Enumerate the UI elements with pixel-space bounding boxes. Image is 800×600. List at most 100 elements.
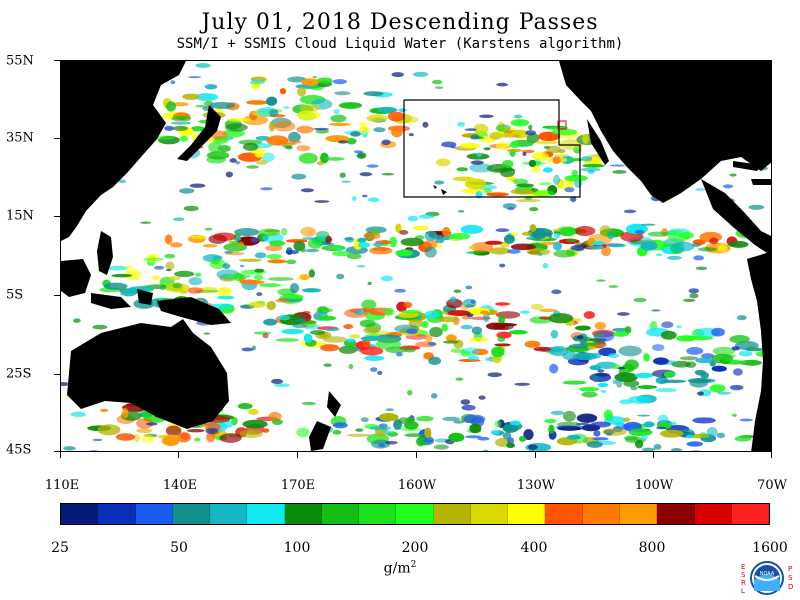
cloud-speck [508,325,513,330]
cloud-speck [381,430,395,434]
cloud-patch [743,359,761,366]
cloud-speck [457,210,465,213]
cloud-speck [321,242,335,246]
cloud-speck [581,391,598,398]
legend-swatch [135,504,173,524]
cloud-speck [356,265,366,268]
cloud-patch [217,286,232,297]
cloud-patch [590,421,612,428]
cloud-speck [617,312,630,316]
cloud-speck [564,187,575,193]
cloud-speck [466,313,474,318]
cloud-patch [630,386,638,391]
cloud-patch [395,223,402,233]
cloud-speck [164,125,175,131]
cloud-patch [349,334,361,339]
cloud-speck [581,155,593,162]
cloud-speck [570,196,577,203]
cloud-patch [706,426,718,438]
cloud-speck [339,172,346,178]
lat-tick [54,216,60,217]
cloud-patch [433,444,449,450]
map-title: July 01, 2018 Descending Passes [201,10,599,35]
cloud-patch [202,244,218,248]
cloud-patch [567,158,584,162]
cloud-patch [734,436,752,442]
cloud-patch [308,269,315,278]
cloud-patch [111,273,133,278]
lon-tick [60,452,61,458]
cloud-speck [73,318,81,323]
map-frame [60,60,772,452]
cloud-speck [92,438,103,442]
cloud-speck [736,315,747,321]
cloud-speck [655,253,663,257]
cloud-patch [320,344,340,352]
cloud-patch [660,330,677,340]
cloud-patch [261,152,275,162]
cloud-speck [418,214,435,219]
cloud-speck [173,217,185,222]
cloud-patch [378,413,399,422]
cloud-patch [333,108,340,115]
cloud-speck [542,262,549,269]
cloud-patch [325,157,345,161]
cloud-patch [338,345,358,354]
cloud-speck [92,324,108,330]
cloud-patch [412,225,429,231]
cloud-patch [595,372,610,377]
cloud-speck [434,180,445,185]
cloud-speck [353,150,364,154]
cloud-speck [617,367,626,370]
cloud-speck [378,443,386,448]
lon-label-140e: 140E [162,478,198,493]
cloud-patch [428,356,441,366]
cloud-speck [640,223,656,226]
cloud-patch [521,231,533,236]
cloud-patch [157,297,164,301]
cloud-patch [298,152,318,164]
cloud-patch [100,408,109,412]
legend-swatch [508,504,546,524]
cloud-patch [258,228,281,237]
cloud-patch [510,119,530,127]
logo-letter-d: D [788,583,793,591]
cloud-patch [605,231,622,236]
cloud-speck [348,363,354,370]
cloud-patch [346,338,356,343]
cloud-patch [508,330,528,335]
cloud-patch [103,282,128,290]
cloud-patch [477,436,490,441]
cloud-speck [543,145,551,149]
cloud-patch [357,242,370,249]
legend-swatch [359,504,397,524]
cloud-patch [498,315,506,325]
cloud-patch [628,395,651,404]
cloud-patch [634,372,654,378]
cloud-speck [528,444,538,450]
cloud-patch [549,363,559,374]
hawaii-islands [433,185,447,195]
lat-tick [54,374,60,375]
cloud-speck [575,422,590,426]
cloud-patch [613,331,629,337]
cloud-speck [241,347,254,352]
cloud-speck [525,130,537,136]
cloud-patch [494,420,502,428]
logo-letter-r: R [741,579,746,587]
cloud-speck [460,399,471,405]
cloud-speck [433,235,445,241]
cloud-patch [592,437,609,441]
cloud-patch [212,232,237,241]
cloud-patch [564,174,588,182]
cloud-patch [538,308,558,313]
cloud-speck [406,328,418,335]
cloud-patch [520,310,531,315]
cloud-patch [515,183,535,188]
cloud-patch [562,351,577,361]
cloud-patch [345,246,368,255]
cloud-patch [267,259,287,264]
cloud-patch [301,288,322,293]
cloud-patch [486,192,509,197]
cloud-patch [624,359,639,371]
